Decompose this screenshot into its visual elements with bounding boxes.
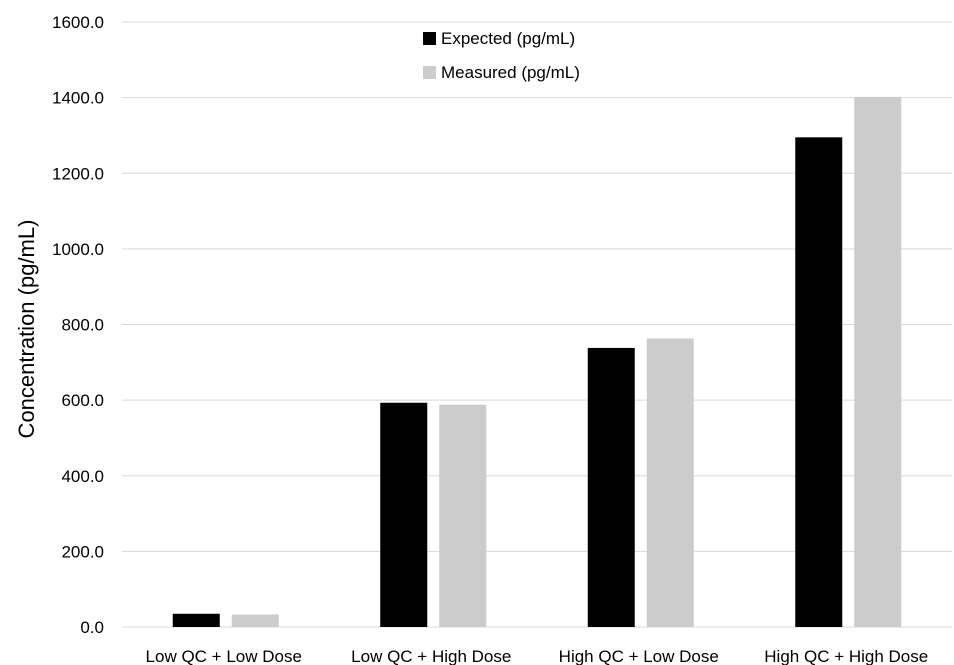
x-category-label: Low QC + Low Dose: [146, 647, 302, 665]
y-tick-label: 400.0: [61, 467, 104, 486]
bar-measured: [439, 404, 487, 627]
y-axis-title: Concentration (pg/mL): [14, 220, 39, 439]
x-axis-category-labels: Low QC + Low Dose Low QC + High Dose High …: [146, 647, 929, 665]
bar-measured: [646, 338, 694, 627]
bar-expected: [795, 137, 843, 627]
x-category-label: High QC + Low Dose: [559, 647, 719, 665]
bar-measured: [231, 614, 279, 627]
y-tick-label: 600.0: [61, 391, 104, 410]
legend-label: Measured (pg/mL): [441, 63, 580, 82]
bars: [172, 96, 902, 627]
x-category-label: High QC + High Dose: [764, 647, 928, 665]
y-tick-label: 800.0: [61, 316, 104, 335]
legend-label: Expected (pg/mL): [441, 29, 575, 48]
y-tick-label: 1400.0: [52, 89, 104, 108]
y-tick-label: 1200.0: [52, 164, 104, 183]
y-tick-label: 0.0: [80, 618, 104, 637]
y-axis-tick-labels: 0.0 200.0 400.0 600.0 800.0 1000.0 1200.0 1400.…: [52, 13, 104, 637]
y-tick-label: 200.0: [61, 542, 104, 561]
bar-measured: [854, 96, 902, 627]
bar-expected: [380, 402, 428, 627]
legend: Expected (pg/mL) Measured (pg/mL): [423, 29, 580, 82]
legend-swatch: [423, 66, 436, 79]
x-category-label: Low QC + High Dose: [351, 647, 511, 665]
legend-swatch: [423, 32, 436, 45]
bar-expected: [172, 613, 220, 627]
y-tick-label: 1000.0: [52, 240, 104, 259]
bar-expected: [587, 347, 635, 627]
y-tick-label: 1600.0: [52, 13, 104, 32]
